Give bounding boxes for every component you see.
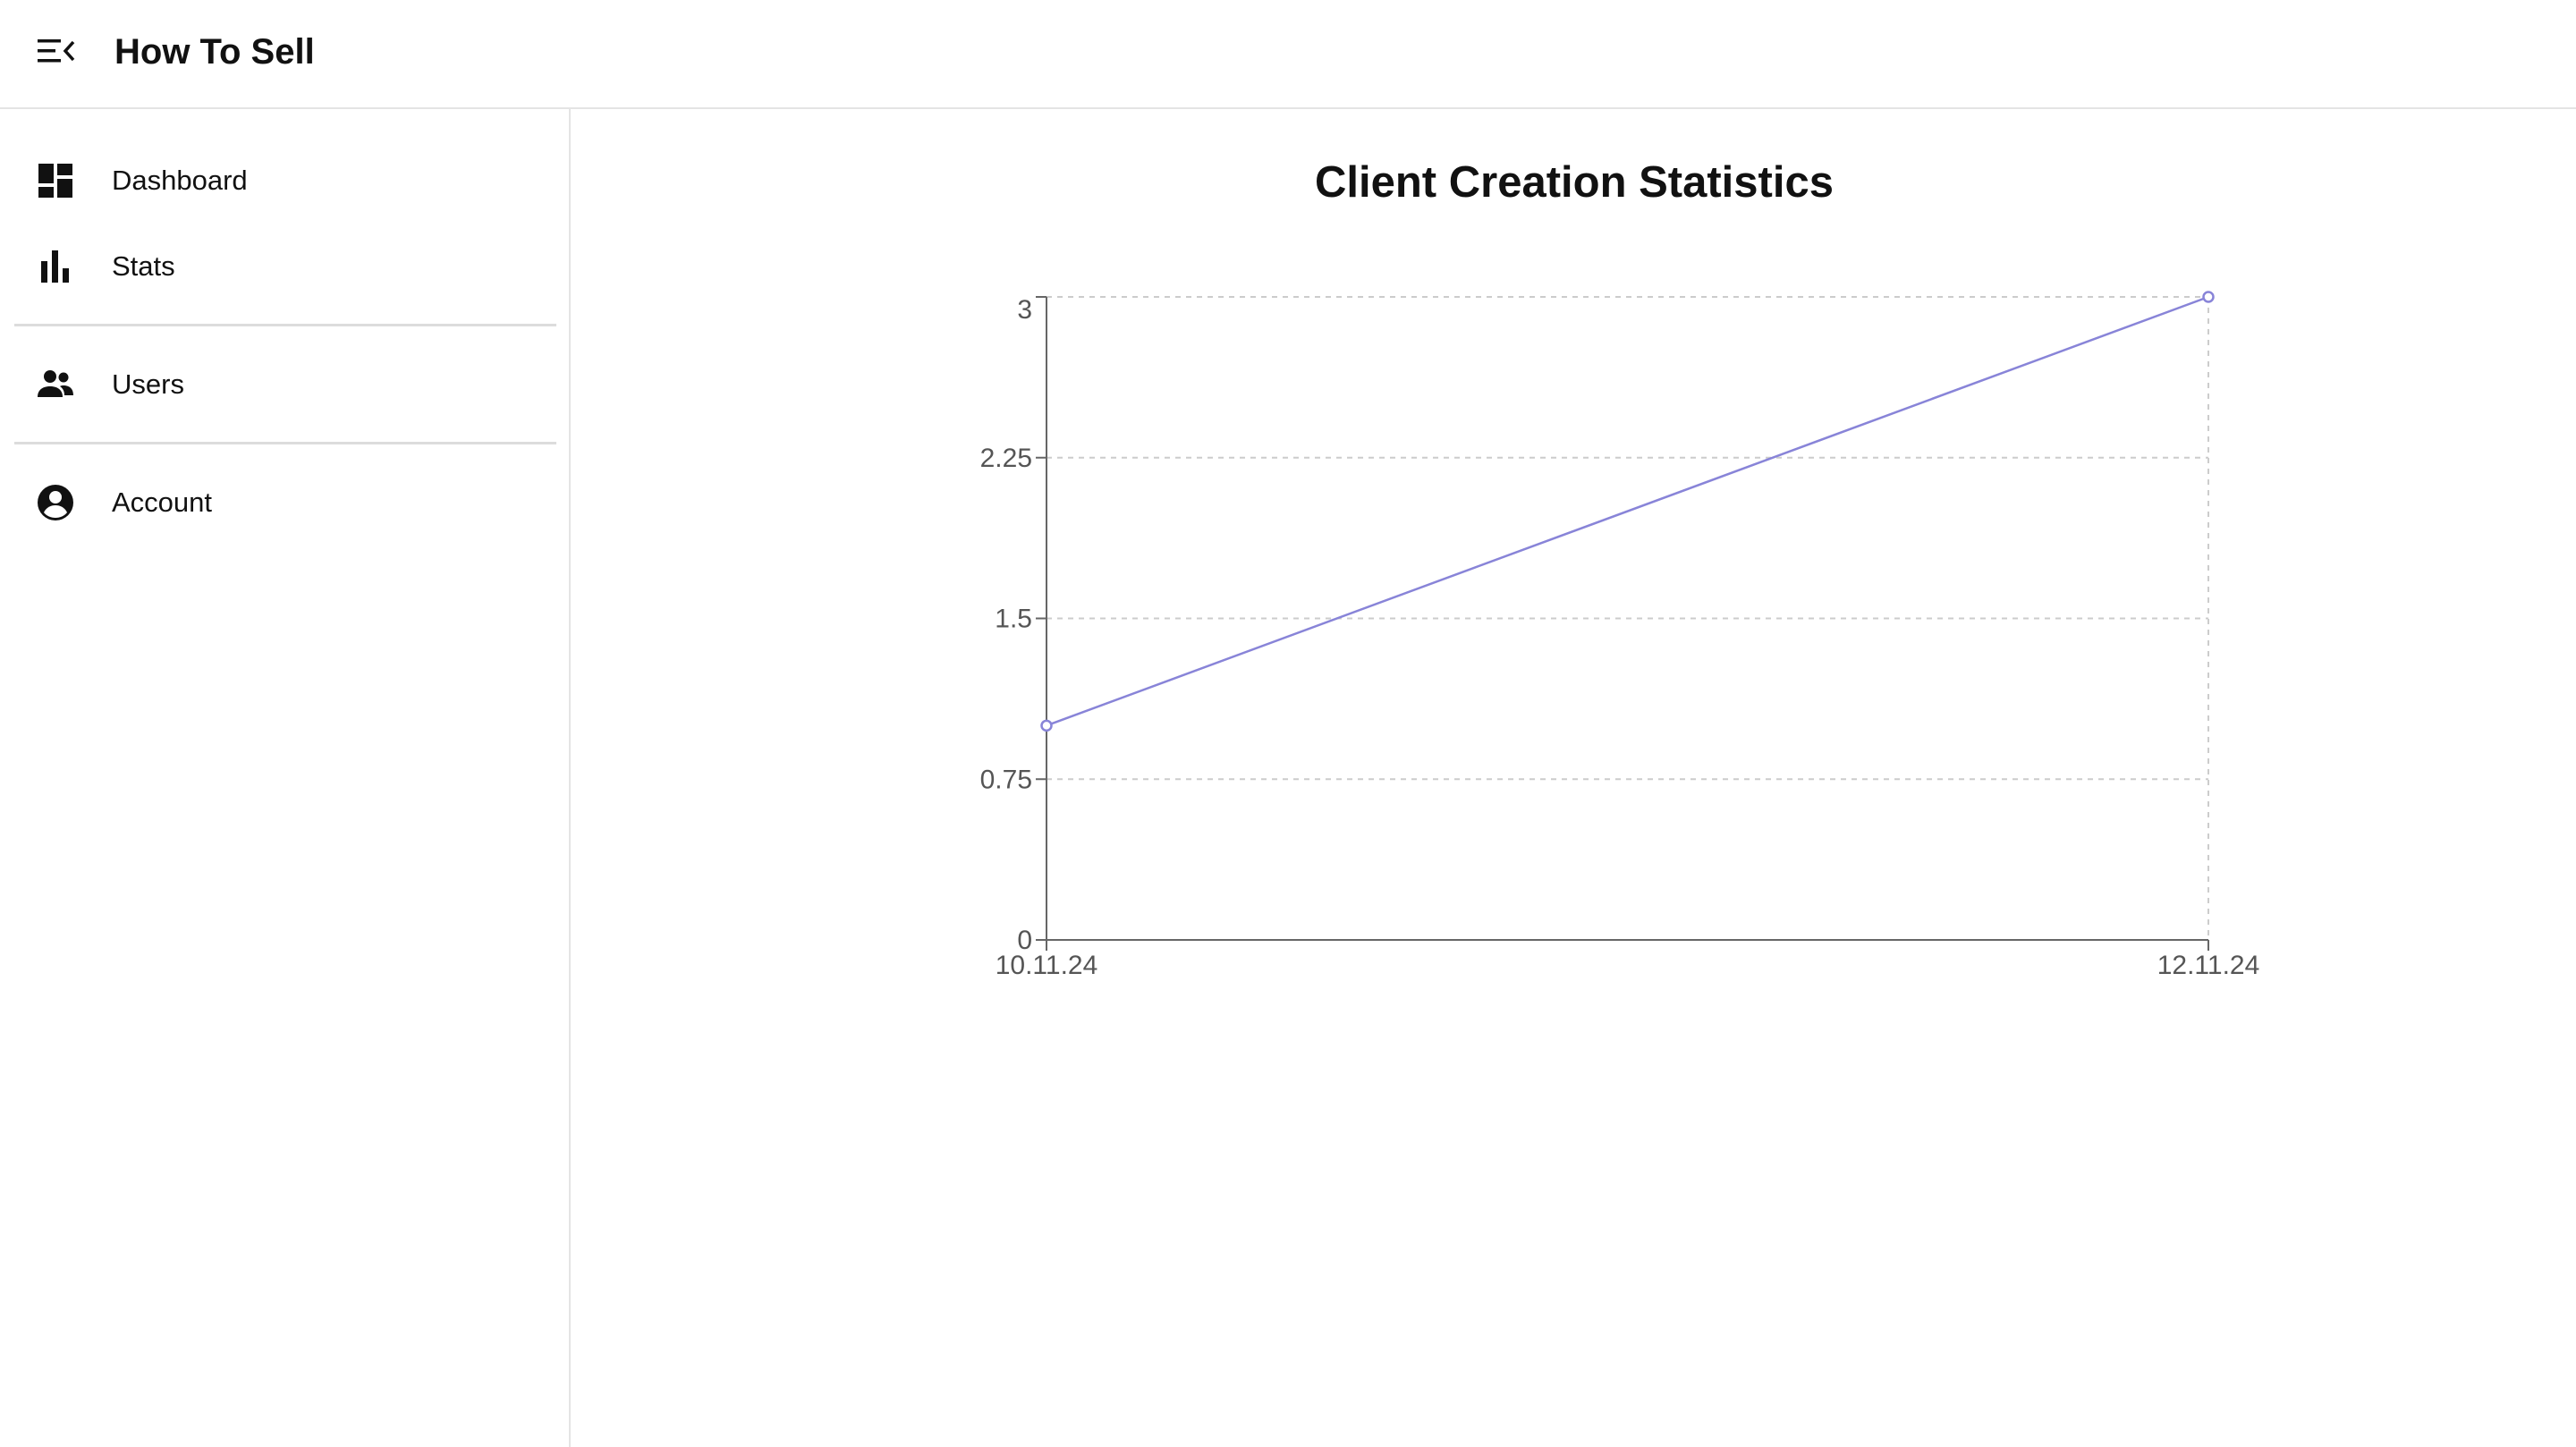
sidebar-divider: [14, 442, 556, 444]
dashboard-icon: [36, 161, 75, 200]
chart-title: Client Creation Statistics: [1315, 158, 1834, 207]
app-title: How To Sell: [114, 32, 315, 72]
sidebar-item-stats[interactable]: Stats: [0, 231, 569, 302]
sidebar-item-label: Account: [112, 487, 213, 518]
account-circle-icon: [36, 483, 75, 522]
bar-chart-icon: [36, 247, 75, 286]
x-tick-label: 12.11.24: [2157, 951, 2260, 980]
sidebar-item-dashboard[interactable]: Dashboard: [0, 145, 569, 216]
y-tick-label: 0.75: [980, 765, 1032, 794]
sidebar: Dashboard Stats Use: [0, 109, 571, 1447]
y-tick-label: 2.25: [980, 444, 1032, 473]
sidebar-item-label: Dashboard: [112, 165, 248, 196]
sidebar-item-label: Stats: [112, 250, 175, 282]
line-chart: Client Creation Statistics 0 0.75 1.5 2.25 3…: [980, 158, 2260, 980]
y-tick-label: 0: [1017, 926, 1032, 955]
x-tick-label: 10.11.24: [996, 951, 1098, 980]
top-app-bar: How To Sell: [0, 0, 2576, 109]
users-icon: [36, 365, 75, 404]
chart-series: [1040, 291, 2215, 732]
sidebar-item-account[interactable]: Account: [0, 467, 569, 538]
sidebar-item-label: Users: [112, 368, 184, 400]
series-line: [1046, 295, 2209, 727]
sidebar-divider: [14, 324, 556, 326]
sidebar-item-users[interactable]: Users: [0, 349, 569, 420]
y-tick-label: 1.5: [995, 605, 1032, 634]
chart-axes: 0 0.75 1.5 2.25 3 10.11.24 12.11.24: [980, 295, 2260, 980]
data-point: [2202, 291, 2215, 303]
main-content: Client Creation Statistics 0 0.75 1.5 2.25 3…: [572, 109, 2576, 1447]
chart-grid: [1046, 296, 2209, 940]
menu-collapse-icon[interactable]: [36, 34, 77, 70]
y-tick-label: 3: [1017, 295, 1032, 325]
data-point: [1040, 719, 1053, 732]
